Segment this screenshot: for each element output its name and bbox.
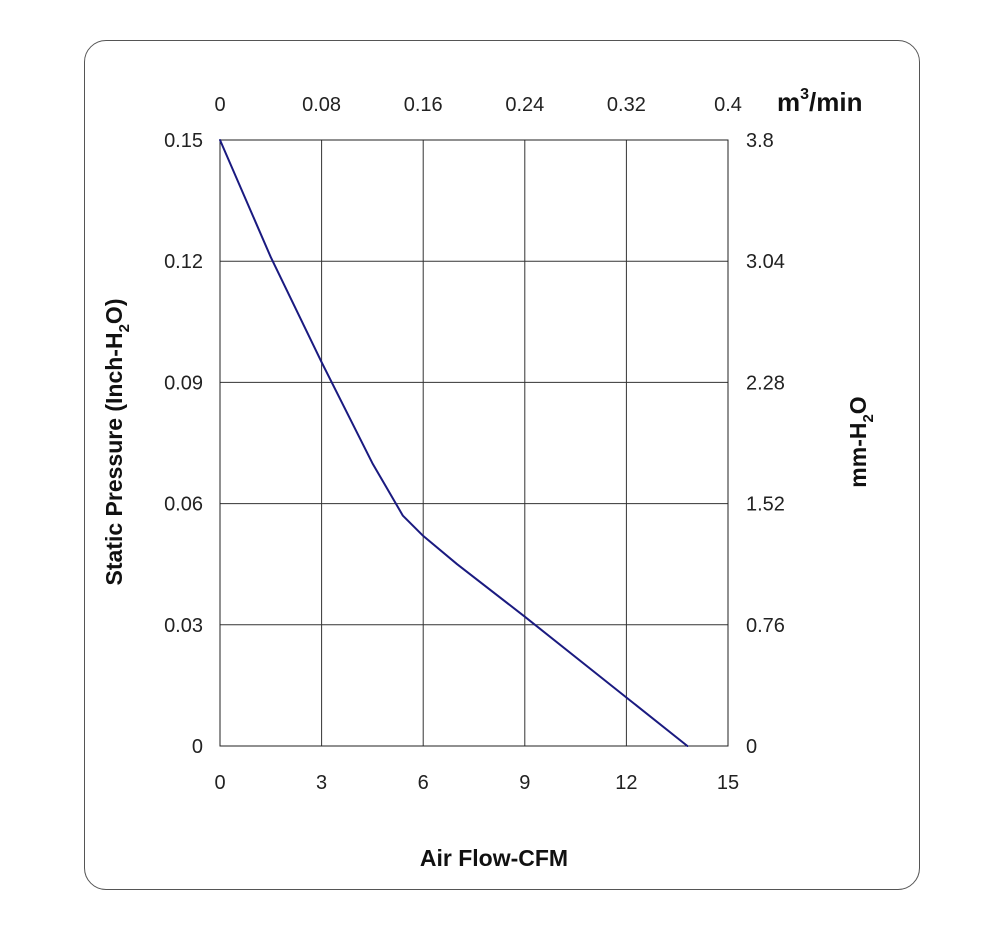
y2-tick-label: 2.28 xyxy=(746,372,785,394)
grid xyxy=(219,139,729,747)
y2-axis-title: mm-H2O xyxy=(845,396,877,487)
x2-tick-label: 0.08 xyxy=(302,94,341,116)
y2-tick-label: 0 xyxy=(746,736,757,758)
x-tick-label: 6 xyxy=(418,772,429,794)
y2-tick-label: 1.52 xyxy=(746,494,785,516)
chart-frame xyxy=(84,40,920,890)
y-tick-label: 0.03 xyxy=(164,615,203,637)
x2-tick-label: 0.16 xyxy=(404,94,443,116)
y-tick-label: 0 xyxy=(192,736,203,758)
series-layer xyxy=(219,139,689,747)
plot-border xyxy=(219,139,729,747)
x-tick-label: 15 xyxy=(717,772,739,794)
x2-tick-label: 0.4 xyxy=(714,94,742,116)
x-tick-label: 9 xyxy=(519,772,530,794)
y2-tick-label: 3.8 xyxy=(746,130,774,152)
x2-tick-labels: 0 0.08 0.16 0.24 0.32 0.4 xyxy=(214,94,741,116)
x-tick-label: 0 xyxy=(214,772,225,794)
x2-tick-label: 0.24 xyxy=(505,94,544,116)
y2-tick-label: 0.76 xyxy=(746,615,785,637)
series-line xyxy=(219,139,689,747)
y-axis-title: Static Pressure (Inch-H2O) xyxy=(101,299,133,586)
y-tick-label: 0.06 xyxy=(164,494,203,516)
x2-tick-label: 0 xyxy=(214,94,225,116)
x-tick-label: 12 xyxy=(615,772,637,794)
x-axis-title: Air Flow-CFM xyxy=(420,845,568,871)
x-tick-labels: 0 3 6 9 12 15 xyxy=(214,772,739,794)
x2-axis-title: m3/min xyxy=(777,86,862,117)
y2-tick-label: 3.04 xyxy=(746,251,785,273)
y-tick-label: 0.09 xyxy=(164,372,203,394)
y-tick-label: 0.12 xyxy=(164,251,203,273)
y-tick-label: 0.15 xyxy=(164,130,203,152)
x2-tick-label: 0.32 xyxy=(607,94,646,116)
x-tick-label: 3 xyxy=(316,772,327,794)
y2-tick-labels: 0 0.76 1.52 2.28 3.04 3.8 xyxy=(746,130,785,758)
y-tick-labels: 0 0.03 0.06 0.09 0.12 0.15 xyxy=(164,130,203,758)
